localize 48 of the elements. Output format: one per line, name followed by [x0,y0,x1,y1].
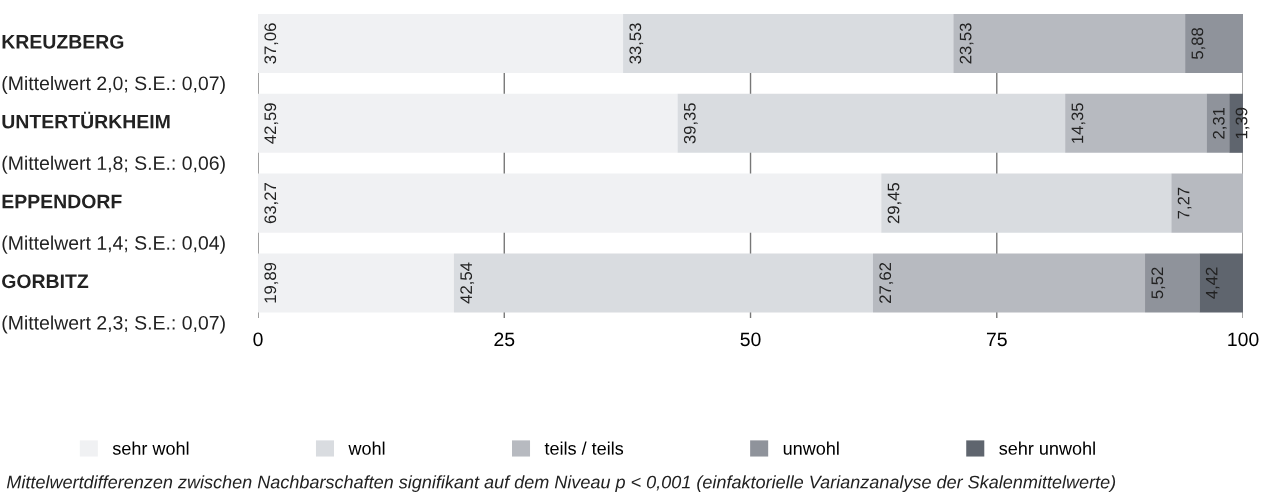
x-tick-label: 25 [494,332,515,347]
bar [953,13,1186,73]
x-tick-label: 100 [1228,332,1259,347]
data-label: 7,27 [1177,187,1192,219]
data-label: 37,06 [264,23,279,64]
data-label: 63,27 [264,183,279,224]
data-label: 39,35 [683,103,698,144]
legend-label: teils / teils [544,441,624,455]
category-label: UNTERTÜRKHEIM (Mittelwert 1,8; S.E.: 0,06) [2,111,225,174]
bar [1206,93,1230,153]
bar [1185,13,1244,73]
bar [872,253,1146,313]
bar [258,13,624,73]
data-label: 5,52 [1151,267,1166,299]
data-label: 4,42 [1205,267,1220,299]
data-label: 23,53 [959,23,974,64]
legend-label: sehr unwohl [999,441,1095,455]
x-tick-label: 0 [253,332,263,347]
bar [1145,253,1200,313]
bar [1199,253,1243,313]
data-label: 5,88 [1191,27,1206,60]
bar [623,13,954,73]
data-label: 2,31 [1212,107,1227,139]
bar [1065,93,1207,153]
data-label: 42,54 [460,262,475,304]
category-label: KREUZBERG (Mittelwert 2,0; S.E.: 0,07) [2,34,225,95]
data-label: 14,35 [1071,103,1086,143]
bar [453,253,873,313]
bar [1171,173,1243,233]
bar [258,253,454,313]
data-label: 19,89 [264,262,279,303]
text: Mittelwertdifferenzen zwischen Nachbarschaften signifikant auf dem Niveau p < 0,001 (einfaktorielle Varianzanalyse der Skalenmittelwerte) [6,475,1116,493]
legend-label: sehr wohl [112,441,189,455]
bar [258,93,678,153]
data-label: 1,39 [1235,107,1250,139]
legend-label: wohl [348,441,385,455]
category-label: EPPENDORF (Mittelwert 1,4; S.E.: 0,04) [2,194,225,254]
legend-label: unwohl [783,441,839,455]
data-label: 33,53 [629,23,644,64]
data-label: 42,59 [264,103,279,144]
data-label: 29,45 [887,182,902,224]
category-label: GORBITZ (Mittelwert 2,3; S.E.: 0,07) [2,274,225,334]
data-label: 27,62 [879,262,894,303]
x-tick-label: 50 [740,332,761,347]
x-tick-label: 75 [986,332,1007,347]
bar [258,173,882,233]
bar [677,93,1066,153]
bar [881,173,1172,233]
